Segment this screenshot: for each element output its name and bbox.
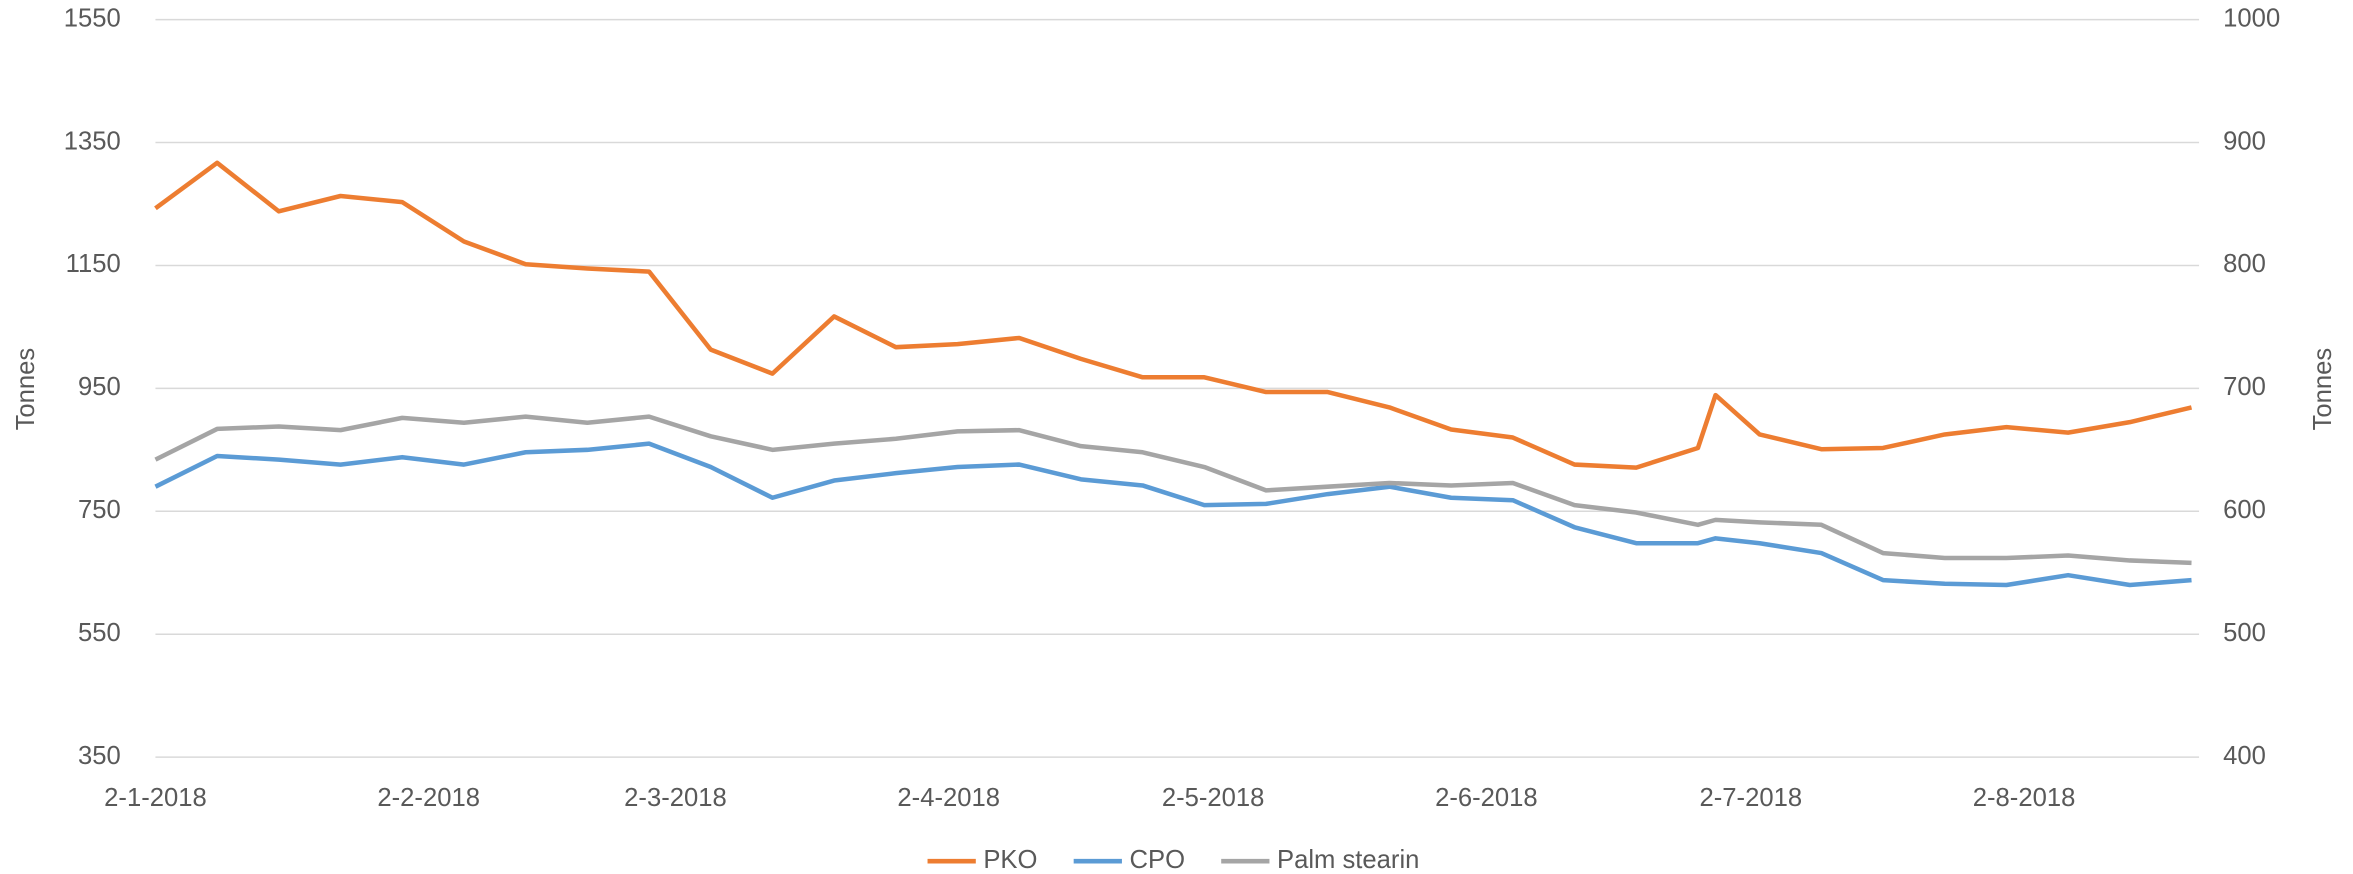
y2-tick-label: 900	[2223, 127, 2266, 155]
x-tick-label: 2-2-2018	[377, 784, 480, 812]
y-tick-label: 550	[78, 619, 121, 647]
x-tick-label: 2-3-2018	[624, 784, 727, 812]
y2-tick-label: 500	[2223, 619, 2266, 647]
y2-tick-label: 700	[2223, 373, 2266, 401]
legend-label: PKO	[983, 846, 1037, 874]
legend-label: Palm stearin	[1277, 846, 1419, 874]
y-tick-label: 750	[78, 496, 121, 524]
x-tick-label: 2-5-2018	[1162, 784, 1265, 812]
y2-tick-label: 1000	[2223, 4, 2280, 32]
legend-label: CPO	[1129, 846, 1185, 874]
y-tick-label: 1350	[64, 127, 121, 155]
line-series	[154, 441, 2192, 588]
line-series	[154, 414, 2192, 566]
y-tick-label: 950	[78, 373, 121, 401]
y2-axis-label: Tonnes	[2309, 348, 2337, 431]
y-tick-label: 1550	[64, 4, 121, 32]
y-tick-label: 1150	[66, 250, 121, 278]
x-tick-label: 2-8-2018	[1973, 784, 2076, 812]
y2-tick-label: 400	[2223, 742, 2266, 770]
x-tick-label: 2-6-2018	[1435, 784, 1538, 812]
y-tick-label: 350	[78, 742, 121, 770]
x-tick-label: 2-7-2018	[1700, 784, 1803, 812]
y2-tick-label: 800	[2223, 250, 2266, 278]
line-series	[154, 160, 2193, 470]
y-axis-label: Tonnes	[12, 348, 40, 431]
y2-tick-label: 600	[2223, 496, 2266, 524]
x-tick-label: 2-1-2018	[104, 784, 207, 812]
x-tick-label: 2-4-2018	[897, 784, 1000, 812]
